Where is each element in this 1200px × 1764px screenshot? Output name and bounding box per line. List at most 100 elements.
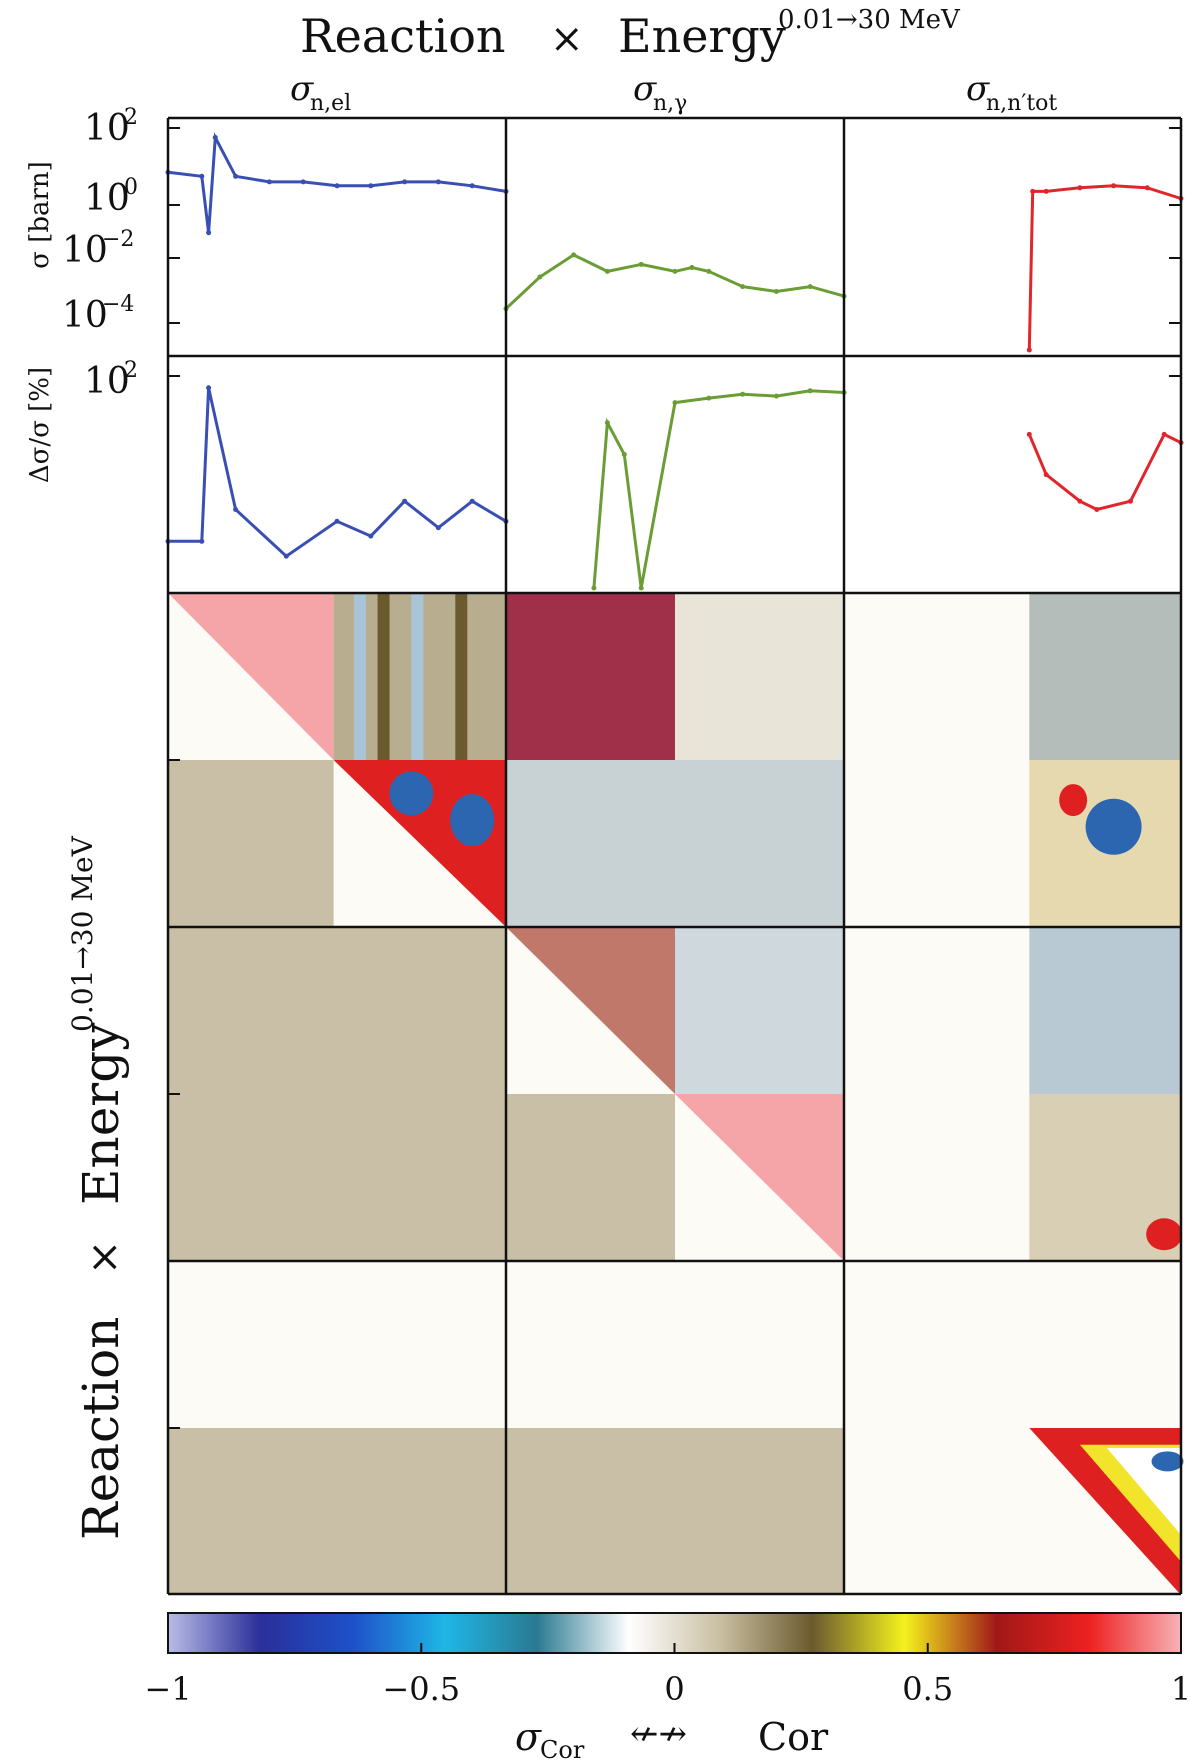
ytick-exponent: −2 xyxy=(102,227,134,252)
title-times: × xyxy=(550,16,584,62)
cross-section-data-point xyxy=(266,179,272,185)
uncertainty-data-point xyxy=(1077,498,1083,504)
uncertainty-data-point xyxy=(1026,431,1032,437)
uncertainty-data-point xyxy=(807,388,813,394)
column-header-ninel: σ n,n′tot xyxy=(966,69,1057,116)
colorbar-label-cor: Cor xyxy=(758,1715,829,1759)
column-header-symbol: σ xyxy=(290,69,314,109)
blob-el-el xyxy=(389,771,434,816)
cross-section-data-point xyxy=(1111,183,1117,189)
block-inel-gamma xyxy=(506,1428,844,1595)
title-reaction: Reaction xyxy=(300,9,506,63)
cross-section-data-point xyxy=(740,284,746,290)
stripe-el-el xyxy=(455,593,468,760)
triangle-gamma-gamma-upper xyxy=(506,927,675,1094)
cross-section-data-point xyxy=(1144,185,1150,191)
column-header-ngamma: σ n,γ xyxy=(633,69,687,116)
uncertainty-data-point xyxy=(469,498,475,504)
line-panels xyxy=(165,132,1184,591)
cross-section-data-point xyxy=(807,284,813,290)
block-el-gamma-high xyxy=(675,593,844,760)
uncertainty-data-point xyxy=(233,507,239,512)
cross-section-data-point xyxy=(537,274,543,280)
stripe-el-el xyxy=(353,593,366,760)
left-axis-superscript: 0.01→30 MeV xyxy=(66,835,99,1032)
cross-section-data-point xyxy=(604,268,610,274)
correlation-heatmap xyxy=(168,593,1184,1595)
block-el-gamma-low xyxy=(506,760,844,927)
cross-section-series-line xyxy=(504,253,845,310)
ytick-exponent: −4 xyxy=(102,292,134,317)
colorbar-ticks: −1 −0.5 0 0.5 1 xyxy=(144,1643,1191,1708)
colorbar-tick-label: 0.5 xyxy=(902,1670,953,1708)
ylabel-cross-section: σ [barn] xyxy=(25,161,55,269)
column-header-sub: n,γ xyxy=(653,91,687,116)
ytick-label: 10 xyxy=(84,108,130,149)
title-energy: Energy xyxy=(618,9,786,63)
uncertainty-data-point xyxy=(402,498,408,504)
cross-section-data-point xyxy=(773,289,779,294)
colorbar-tick-label: 0 xyxy=(664,1670,684,1708)
uncertainty-data-point xyxy=(1043,472,1049,478)
uncertainty-data-point xyxy=(283,553,289,559)
block-inel-el xyxy=(168,1428,506,1595)
cross-section-data-point xyxy=(212,135,218,140)
left-axis-times: × xyxy=(79,1240,128,1275)
block-el-el-low xyxy=(168,760,334,927)
cross-section-data-point xyxy=(368,183,374,189)
column-header-sub: n,el xyxy=(310,91,351,116)
colorbar-tick-label: −0.5 xyxy=(382,1670,460,1708)
uncertainty-data-point xyxy=(1094,507,1100,512)
block-gamma-gamma-cross xyxy=(675,927,844,1094)
block-gamma-gamma-low xyxy=(506,1094,675,1261)
ytick-exponent: 2 xyxy=(124,358,138,383)
yticks-uncertainty: 10 2 xyxy=(84,358,138,402)
colorbar-label-sigma: σ xyxy=(515,1715,542,1759)
uncertainty-data-point xyxy=(604,420,610,426)
cross-section-data-point xyxy=(233,173,239,179)
cross-section-data-point xyxy=(206,230,212,236)
blob-gamma-inel xyxy=(1146,1218,1183,1251)
blob-inel-inel xyxy=(1151,1451,1184,1472)
cross-section-data-point xyxy=(469,183,475,189)
cross-section-data-point xyxy=(706,268,712,274)
uncertainty-data-point xyxy=(435,525,441,531)
blob-el-inel xyxy=(1059,784,1088,817)
cross-section-data-point xyxy=(1026,347,1032,353)
cross-section-data-point xyxy=(689,265,695,270)
colorbar-tick-label: 1 xyxy=(1171,1670,1191,1708)
ylabel-cross-section-text: σ [barn] xyxy=(25,161,55,269)
block-gamma-el xyxy=(168,927,506,1261)
uncertainty-data-point xyxy=(591,585,597,591)
stripe-el-el xyxy=(411,593,424,760)
cross-section-data-point xyxy=(1077,185,1083,191)
colorbar: −1 −0.5 0 0.5 1 σ Cor ↚↛ Cor xyxy=(144,1612,1191,1764)
cross-section-data-point xyxy=(199,173,205,179)
uncertainty-series-line xyxy=(1027,432,1182,512)
column-header-symbol: σ xyxy=(966,69,990,109)
column-headers: σ n,el σ n,γ σ n,n′tot xyxy=(290,69,1057,116)
colorbar-tick-label: −1 xyxy=(144,1670,191,1708)
title-energy-superscript: 0.01→30 MeV xyxy=(778,5,961,35)
blob-el-inel xyxy=(1085,798,1142,855)
ytick-exponent: 2 xyxy=(124,105,138,130)
uncertainty-data-point xyxy=(638,585,644,591)
column-header-sub: n,n′tot xyxy=(986,91,1057,116)
uncertainty-data-point xyxy=(206,385,212,391)
figure-title: Reaction × Energy 0.01→30 MeV xyxy=(300,5,961,63)
uncertainty-series-line xyxy=(592,389,845,589)
cross-section-data-point xyxy=(402,179,408,185)
uncertainty-data-point xyxy=(368,533,374,539)
cross-section-data-point xyxy=(571,252,577,258)
cross-section-data-point xyxy=(638,261,644,267)
cross-section-data-point xyxy=(1030,188,1036,194)
block-el-gamma xyxy=(506,593,675,760)
uncertainty-data-point xyxy=(773,393,779,399)
uncertainty-data-point xyxy=(621,452,627,457)
cross-section-data-point xyxy=(300,179,306,185)
uncertainty-data-point xyxy=(199,538,205,544)
ytick-label: 10 xyxy=(62,230,108,271)
ytick-exponent: 0 xyxy=(124,175,138,200)
uncertainty-data-point xyxy=(740,391,746,397)
